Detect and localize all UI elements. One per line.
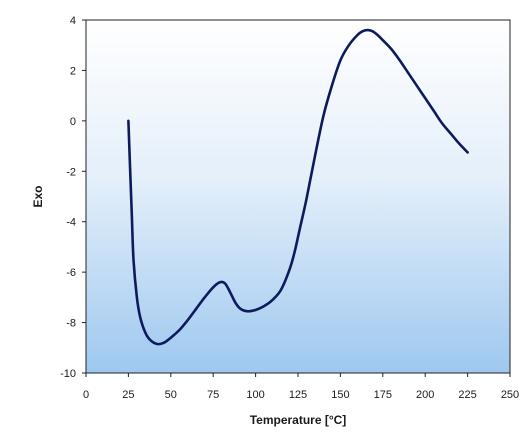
y-tick-label: -2	[66, 166, 76, 178]
y-tick-label: -8	[66, 318, 76, 330]
x-axis-ticks: 0 25 50 75 100 125 150 175 200 225 250	[83, 373, 519, 401]
x-axis-title: Temperature [°C]	[250, 413, 347, 427]
y-tick-label: -10	[60, 368, 76, 380]
y-tick-label: -6	[66, 267, 76, 279]
x-tick-label: 125	[289, 389, 307, 401]
x-tick-label: 0	[83, 389, 89, 401]
y-tick-label: 0	[70, 116, 76, 128]
x-tick-label: 50	[165, 389, 177, 401]
x-tick-label: 175	[374, 389, 392, 401]
x-tick-label: 75	[207, 389, 219, 401]
x-tick-label: 225	[458, 389, 476, 401]
x-tick-label: 100	[246, 389, 264, 401]
x-tick-label: 250	[501, 389, 519, 401]
y-tick-label: 2	[70, 65, 76, 77]
series-line-heat-flow	[127, 28, 469, 346]
plot-area	[85, 19, 511, 374]
y-axis-ticks: -10 -8 -6 -4 -2 0 2 4	[60, 15, 86, 380]
x-tick-label: 150	[331, 389, 349, 401]
y-tick-label: -4	[66, 217, 76, 229]
x-tick-label: 200	[416, 389, 434, 401]
x-tick-label: 25	[122, 389, 134, 401]
y-tick-label: 4	[70, 15, 76, 27]
y-axis-title: Exo	[31, 185, 45, 207]
